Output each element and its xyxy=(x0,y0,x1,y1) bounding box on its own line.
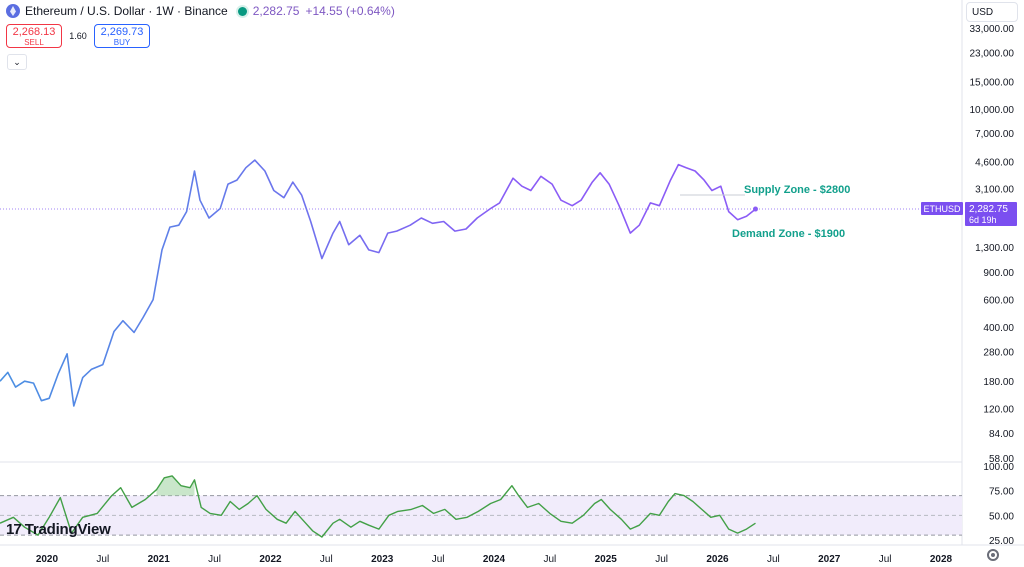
tradingview-mark: 17 xyxy=(6,521,22,538)
time-axis-label: 2023 xyxy=(371,554,394,565)
time-axis-label: 2024 xyxy=(483,554,506,565)
price-axis-label: 10,000.00 xyxy=(970,105,1015,116)
time-axis-label: 2027 xyxy=(818,554,841,565)
rsi-axis-label: 50.00 xyxy=(989,511,1014,522)
ethereum-icon xyxy=(6,4,20,18)
market-status-icon xyxy=(237,6,247,16)
rsi-overbought-fill xyxy=(156,475,195,496)
chart-header: Ethereum / U.S. Dollar · 1W · Binance 2,… xyxy=(6,4,395,18)
price-axis-label: 3,100.00 xyxy=(975,184,1014,195)
time-axis-label: Jul xyxy=(96,554,109,565)
tradingview-logo: 17 TradingView xyxy=(6,521,111,538)
symbol-title[interactable]: Ethereum / U.S. Dollar · 1W · Binance xyxy=(25,4,228,18)
time-axis-label: 2020 xyxy=(36,554,59,565)
spread-value: 1.60 xyxy=(69,31,87,41)
rsi-series-line xyxy=(0,475,756,538)
price-axis-label: 600.00 xyxy=(983,296,1014,307)
price-axis-label: 7,000.00 xyxy=(975,129,1014,140)
rsi-band xyxy=(0,495,962,536)
price-axis-label: 84.00 xyxy=(989,429,1014,440)
rsi-axis-label: 75.00 xyxy=(989,487,1014,498)
last-price-value: 2,282.75 xyxy=(969,204,1008,215)
bar-countdown: 6d 19h xyxy=(969,215,997,225)
buy-price: 2,269.73 xyxy=(100,26,144,38)
supply-zone-label: Supply Zone - $2800 xyxy=(744,184,850,196)
price-axis-label: 280.00 xyxy=(983,347,1014,358)
time-axis-label: 2022 xyxy=(259,554,282,565)
rsi-axis-label: 25.00 xyxy=(989,536,1014,547)
time-axis-label: 2028 xyxy=(930,554,953,565)
rsi-axis-label: 100.00 xyxy=(983,462,1014,473)
price-axis-label: 23,000.00 xyxy=(970,48,1015,59)
price-axis-label: 1,300.00 xyxy=(975,243,1014,254)
price-axis-label: 180.00 xyxy=(983,377,1014,388)
price-axis-label: 58.00 xyxy=(989,454,1014,465)
currency-button[interactable]: USD xyxy=(966,2,1018,22)
sell-button[interactable]: 2,268.13 SELL xyxy=(6,24,62,48)
gear-icon[interactable] xyxy=(987,549,999,561)
time-axis-label: Jul xyxy=(320,554,333,565)
price-series-line xyxy=(0,159,756,407)
buy-label: BUY xyxy=(113,38,131,47)
header-price: 2,282.75 xyxy=(252,4,300,18)
time-axis-label: 2025 xyxy=(595,554,618,565)
time-axis-label: Jul xyxy=(543,554,556,565)
time-axis-label: Jul xyxy=(208,554,221,565)
time-axis-label: 2026 xyxy=(706,554,729,565)
demand-zone-label: Demand Zone - $1900 xyxy=(732,228,845,240)
header-change: +14.55 (+0.64%) xyxy=(305,4,395,18)
sell-price: 2,268.13 xyxy=(12,26,56,38)
price-axis-label: 15,000.00 xyxy=(970,77,1015,88)
price-axis-label: 400.00 xyxy=(983,323,1014,334)
sell-label: SELL xyxy=(24,38,44,47)
trade-panel: 2,268.13 SELL 1.60 2,269.73 BUY xyxy=(6,24,150,48)
price-axis-label: 900.00 xyxy=(983,268,1014,279)
time-axis-label: Jul xyxy=(655,554,668,565)
tradingview-wordmark: TradingView xyxy=(24,521,111,538)
symbol-label: ETHUSD xyxy=(923,204,961,214)
price-axis-label: 120.00 xyxy=(983,405,1014,416)
collapse-button[interactable]: ⌄ xyxy=(7,54,27,70)
last-price-point xyxy=(752,206,758,212)
last-price-box xyxy=(965,202,1017,226)
price-axis-label: 33,000.00 xyxy=(970,24,1015,35)
buy-button[interactable]: 2,269.73 BUY xyxy=(94,24,150,48)
price-axis-label: 4,600.00 xyxy=(975,158,1014,169)
symbol-label-box xyxy=(921,202,963,215)
time-axis-label: Jul xyxy=(767,554,780,565)
time-axis-label: Jul xyxy=(432,554,445,565)
time-axis-label: Jul xyxy=(879,554,892,565)
time-axis-label: 2021 xyxy=(148,554,171,565)
